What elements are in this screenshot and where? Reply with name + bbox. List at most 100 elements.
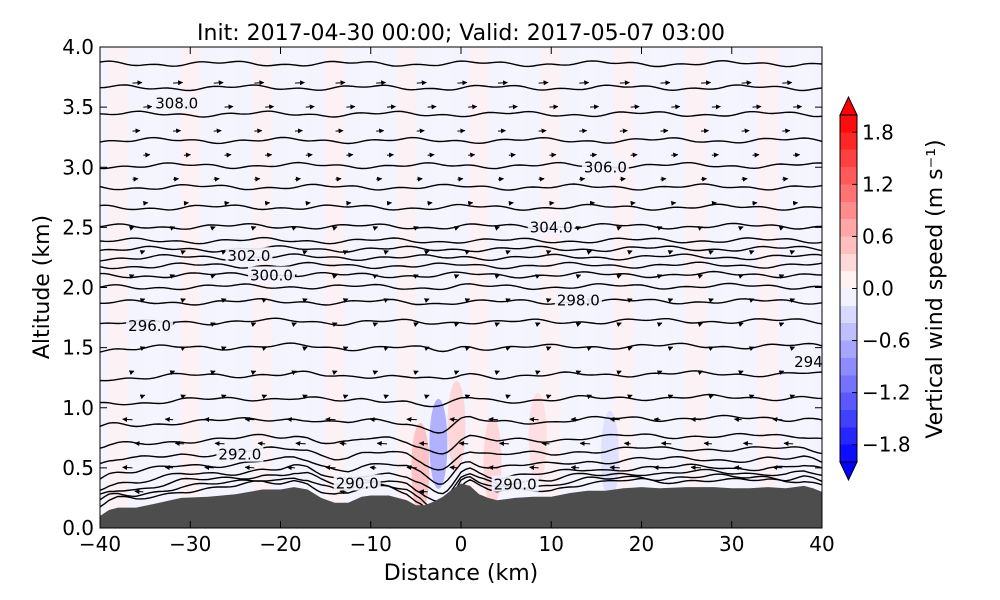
wind-vector — [302, 394, 308, 400]
wind-vector — [265, 104, 275, 110]
wind-vector — [294, 80, 305, 86]
colorbar-extend-min — [839, 461, 858, 482]
contour-label-bg — [527, 218, 575, 235]
wind-vector — [169, 370, 176, 376]
wind-vector — [468, 152, 476, 158]
vertical-wind-stripe — [649, 47, 670, 528]
y-tick-label: 1.5 — [62, 336, 94, 360]
contour-label: 302.0 — [227, 247, 270, 265]
contour-label-bg — [225, 247, 273, 264]
wind-vector — [701, 176, 708, 182]
wind-vector — [494, 226, 500, 231]
wind-vector — [538, 80, 549, 86]
wind-vector — [122, 416, 133, 422]
wind-vector — [656, 226, 663, 231]
wind-vector — [295, 440, 306, 446]
wind-vector — [224, 152, 232, 158]
x-tick-label: −30 — [169, 532, 211, 556]
colorbar-tick-label: −1.8 — [862, 433, 911, 457]
y-tick-label: 2.5 — [62, 215, 94, 239]
wind-vector — [424, 250, 430, 255]
wind-vector — [494, 274, 500, 279]
wind-vector — [782, 80, 793, 86]
y-tick-label: 0.0 — [62, 516, 94, 540]
wind-vector — [464, 346, 471, 352]
wind-vector — [660, 80, 671, 86]
wind-vector — [508, 104, 518, 110]
wind-vector — [342, 298, 349, 303]
wind-vector — [143, 152, 151, 158]
wind-vector — [383, 298, 389, 303]
isentrope — [100, 455, 822, 485]
wind-vector — [701, 128, 710, 134]
wind-vector — [122, 465, 133, 471]
contour-label-bg — [581, 158, 629, 175]
wind-vector — [383, 394, 389, 400]
wind-vector — [342, 250, 349, 255]
wind-vector — [793, 152, 801, 158]
wind-vector — [590, 104, 600, 110]
wind-vector — [457, 80, 468, 86]
wind-vector — [772, 416, 783, 422]
wind-vector — [132, 128, 141, 134]
y-tick-label: 2.0 — [62, 276, 94, 300]
wind-vector — [291, 322, 297, 327]
wind-vector — [586, 394, 593, 400]
vertical-wind-stripe — [757, 47, 778, 528]
isentrope — [100, 253, 822, 262]
wind-vector — [335, 128, 344, 134]
wind-vector — [132, 176, 139, 182]
vertical-wind-stripe — [505, 47, 526, 528]
wind-vector — [254, 80, 265, 86]
isentrope — [100, 463, 822, 495]
wind-vector — [180, 394, 186, 400]
x-tick-label: −20 — [259, 532, 301, 556]
wind-vector — [575, 322, 582, 327]
wind-vector — [579, 80, 590, 86]
wind-vector — [291, 226, 297, 231]
wind-vector — [535, 322, 541, 327]
wind-vector — [541, 441, 550, 447]
colorbar-tick-label: −1.2 — [862, 381, 911, 405]
wind-vector — [505, 394, 511, 400]
wind-vector — [549, 200, 555, 206]
wind-vector — [183, 200, 189, 206]
wind-vector — [792, 200, 799, 206]
wind-vector — [789, 298, 796, 303]
wind-vector — [305, 152, 313, 158]
colorbar-tick-label: 1.2 — [862, 172, 894, 196]
isentrope — [100, 270, 822, 279]
isentrope — [100, 468, 822, 503]
wind-vector — [416, 80, 427, 86]
wind-vector — [711, 152, 719, 158]
wind-vector — [143, 200, 149, 206]
wind-vector — [660, 176, 667, 182]
wind-vector — [342, 394, 349, 400]
wind-vector — [697, 226, 704, 231]
wind-vector — [331, 370, 338, 376]
wind-vector — [134, 441, 144, 447]
wind-vector — [783, 441, 794, 447]
wind-vector — [250, 322, 257, 327]
colorbar-ticks: 1.8 1.2 0.6 0.0 −0.6 −1.2 −1.8 — [852, 120, 911, 457]
wind-vector — [656, 322, 663, 327]
wind-vector — [139, 298, 146, 303]
wind-vector — [453, 370, 460, 376]
wind-vector — [342, 346, 349, 352]
wind-vector — [793, 104, 803, 110]
wind-vector — [535, 274, 541, 279]
wind-vector — [386, 152, 394, 158]
contour-label: 290.0 — [494, 476, 537, 494]
wind-vector — [575, 274, 582, 279]
isentrope — [100, 110, 822, 118]
wind-vector — [508, 152, 516, 158]
wind-vector — [660, 128, 669, 134]
wind-vector — [254, 176, 261, 182]
contour-label-bg — [216, 445, 264, 462]
vertical-wind-anomaly — [528, 392, 547, 483]
isentrope — [100, 414, 822, 434]
wind-vector — [630, 152, 638, 158]
contour-label: 296.0 — [128, 317, 171, 335]
wind-vector — [302, 346, 308, 352]
colorbar-tick-label: 0.6 — [862, 224, 894, 248]
